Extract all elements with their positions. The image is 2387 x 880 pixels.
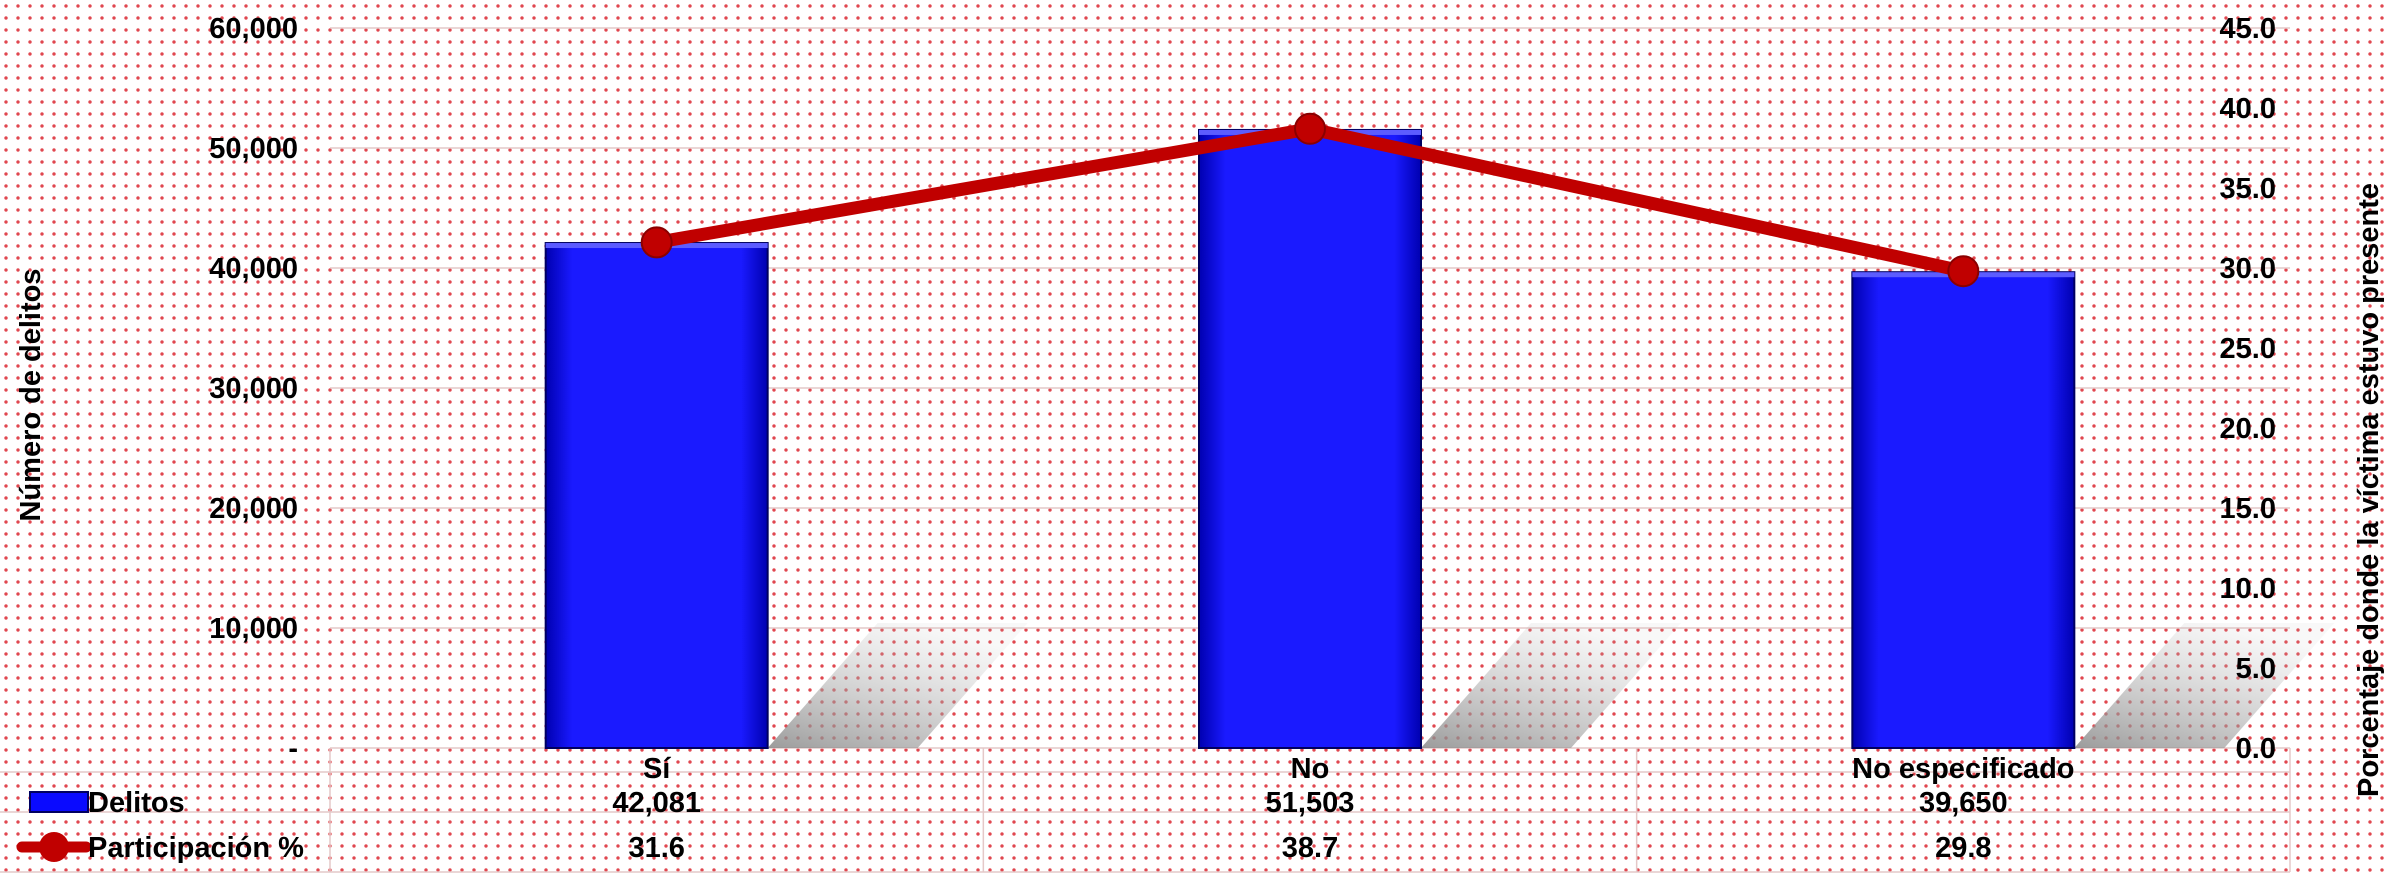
right-axis: 0.0 5.0 10.0 15.0 20.0 25.0 30.0 35.0 40.0 45.0: [2220, 13, 2276, 765]
right-axis-tick-label: 45.0: [2220, 13, 2276, 45]
line-marker: [1947, 255, 1980, 288]
category-label: No especificado: [1852, 753, 2074, 785]
left-axis-title: Número de delitos: [15, 269, 47, 522]
bar-shadow: [2074, 623, 2335, 748]
right-axis-tick-label: 35.0: [2220, 173, 2276, 205]
legend-series-name: Delitos: [88, 787, 185, 819]
left-axis: - 10,000 20,000 30,000 40,000 50,000 60,000: [209, 13, 298, 765]
category-labels: Sí No No especificado: [643, 753, 2075, 785]
bar: [1198, 128, 1422, 750]
right-axis-tick-label: 20.0: [2220, 413, 2276, 445]
left-axis-tick-label: -: [288, 733, 298, 765]
bar-shadow: [1421, 623, 1681, 748]
left-axis-tick-label: 50,000: [209, 133, 298, 165]
table-value: 42,081: [612, 787, 701, 819]
right-axis-tick-label: 0.0: [2236, 733, 2276, 765]
legend-swatch-marker: [39, 832, 69, 862]
bar-shadow: [767, 623, 1028, 748]
table-value: 39,650: [1919, 787, 2008, 819]
right-axis-tick-label: 30.0: [2220, 253, 2276, 285]
right-axis-tick-label: 5.0: [2236, 653, 2276, 685]
line-marker: [640, 226, 673, 259]
right-axis-tick-label: 40.0: [2220, 93, 2276, 125]
left-axis-tick-label: 60,000: [209, 13, 298, 45]
table-value: 51,503: [1266, 787, 1355, 819]
right-axis-title: Porcentaje donde la víctima estuvo prese…: [2353, 183, 2385, 797]
category-label: No: [1291, 753, 1330, 785]
right-axis-tick-label: 15.0: [2220, 493, 2276, 525]
bar: [544, 242, 769, 749]
left-axis-tick-label: 30,000: [209, 373, 298, 405]
table-value: 38.7: [1282, 832, 1338, 864]
line-series: [640, 112, 1980, 288]
right-axis-tick-label: 10.0: [2220, 573, 2276, 605]
bar: [1851, 271, 2076, 749]
legend-series-name: Participación %: [88, 832, 304, 864]
data-table-grid: [0, 748, 2291, 873]
left-axis-tick-label: 10,000: [209, 613, 298, 645]
line-marker: [1294, 112, 1326, 145]
table-value: 31.6: [628, 832, 684, 864]
left-axis-tick-label: 20,000: [209, 493, 298, 525]
legend-swatch-bar: [29, 791, 89, 813]
bar-series: [544, 128, 2076, 750]
data-table: Delitos 42,081 51,503 39,650 Participación %…: [16, 787, 2008, 864]
left-axis-tick-label: 40,000: [209, 253, 298, 285]
table-value: 29.8: [1935, 832, 1991, 864]
category-label: Sí: [643, 753, 671, 785]
right-axis-tick-label: 25.0: [2220, 333, 2276, 365]
bar-shadows: [767, 623, 2335, 748]
